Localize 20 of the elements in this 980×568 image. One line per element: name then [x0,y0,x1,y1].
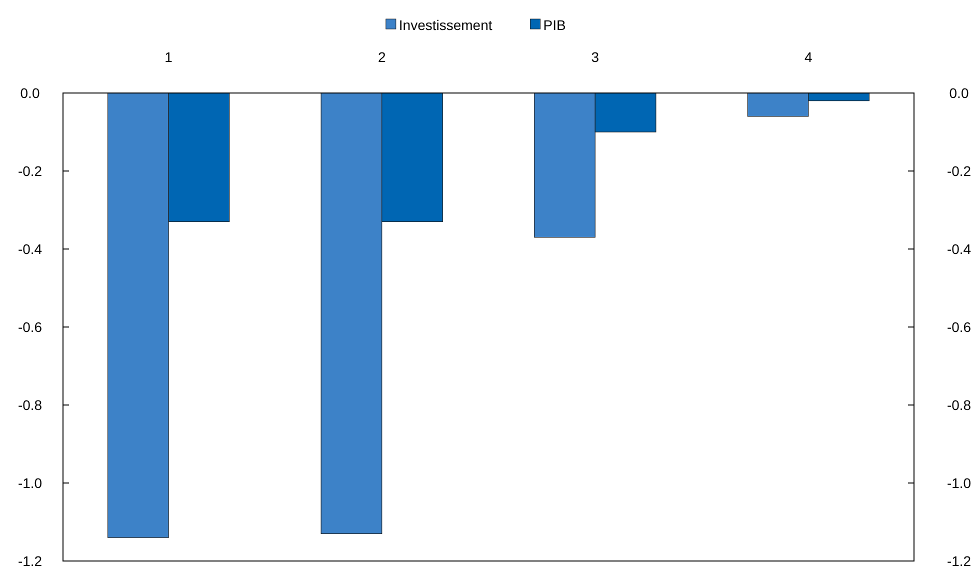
y-tick-label: -1.2 [18,552,42,568]
y2-tick-label: -0.2 [946,162,972,179]
legend-label: Investissement [398,16,492,33]
x-tick-label: 2 [378,49,386,65]
x-tick-label: 3 [591,49,600,65]
x-tick-label: 4 [804,49,813,65]
y2-tick-label: -0.8 [946,396,972,413]
y-tick-label: -1.0 [18,474,42,491]
legend-label: PIB [543,16,566,33]
y2-tick-label: -0.4 [946,240,972,257]
y2-tick-label: 0.0 [949,84,969,101]
y-tick-label: -0.4 [18,240,42,257]
y2-tick-label: -0.6 [946,318,972,335]
y-tick-label: -0.8 [18,396,42,413]
y-tick-label: -0.2 [18,162,42,179]
y-tick-label: -0.6 [18,318,42,335]
x-tick-label: 1 [164,49,173,65]
y2-tick-label: -1.0 [946,474,972,491]
y-tick-label: 0.0 [20,84,40,101]
y2-tick-label: -1.2 [946,552,972,568]
